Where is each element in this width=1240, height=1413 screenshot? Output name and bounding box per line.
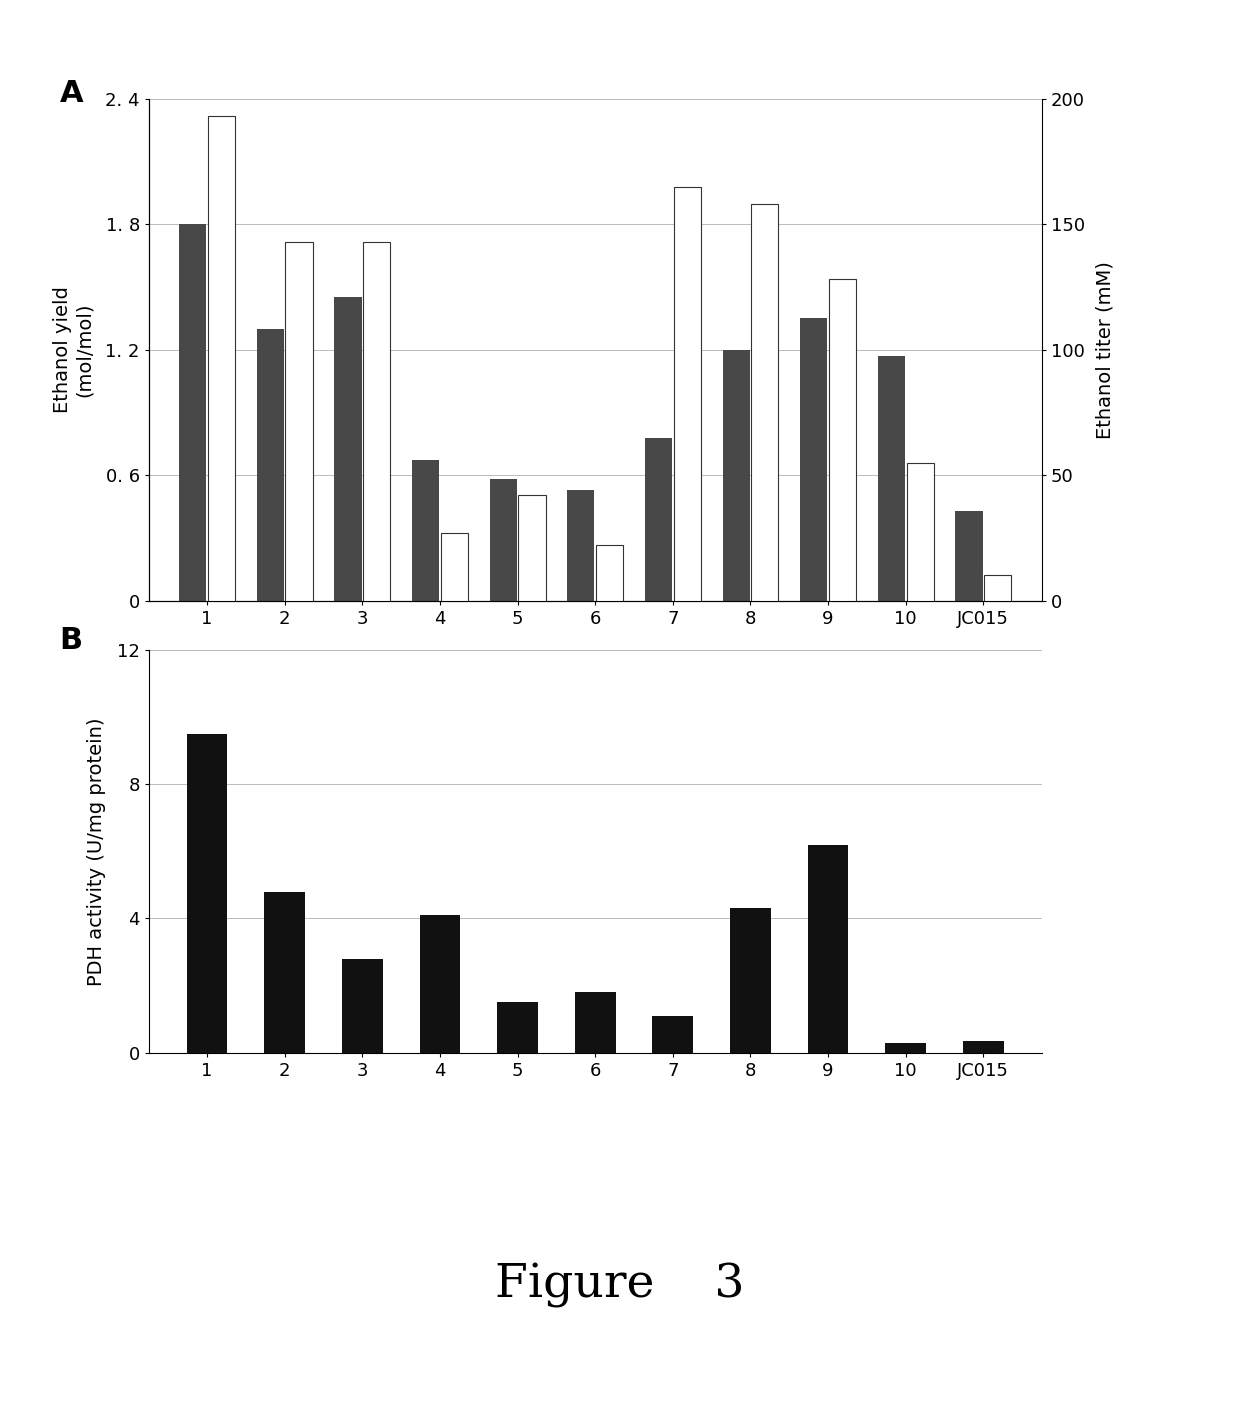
- Bar: [985, 575, 1012, 601]
- Y-axis label: Ethanol yield
(mol/mol): Ethanol yield (mol/mol): [53, 287, 94, 413]
- Bar: [208, 116, 234, 601]
- Bar: [187, 733, 227, 1053]
- Y-axis label: Ethanol titer (mM): Ethanol titer (mM): [1096, 261, 1115, 438]
- Text: B: B: [60, 626, 83, 654]
- Bar: [673, 187, 701, 601]
- Y-axis label: PDH activity (U/mg protein): PDH activity (U/mg protein): [87, 716, 105, 986]
- Bar: [885, 1043, 926, 1053]
- Bar: [264, 892, 305, 1053]
- Bar: [440, 533, 467, 601]
- Bar: [257, 329, 284, 601]
- Bar: [828, 280, 856, 601]
- Bar: [596, 545, 624, 601]
- Bar: [497, 1002, 538, 1053]
- Bar: [363, 242, 391, 601]
- Text: A: A: [60, 79, 83, 107]
- Bar: [963, 1041, 1003, 1053]
- Bar: [751, 205, 779, 601]
- Bar: [645, 438, 672, 601]
- Bar: [419, 916, 460, 1053]
- Bar: [518, 495, 546, 601]
- Bar: [285, 242, 312, 601]
- Bar: [490, 479, 517, 601]
- Bar: [807, 845, 848, 1053]
- Bar: [412, 461, 439, 601]
- Bar: [723, 350, 750, 601]
- Bar: [956, 510, 982, 601]
- Bar: [179, 225, 206, 601]
- Bar: [878, 356, 905, 601]
- Text: Figure    3: Figure 3: [495, 1263, 745, 1308]
- Bar: [730, 909, 771, 1053]
- Bar: [652, 1016, 693, 1053]
- Bar: [342, 958, 383, 1053]
- Bar: [575, 992, 615, 1053]
- Bar: [567, 490, 594, 601]
- Bar: [800, 318, 827, 601]
- Bar: [335, 298, 362, 601]
- Bar: [906, 462, 934, 601]
